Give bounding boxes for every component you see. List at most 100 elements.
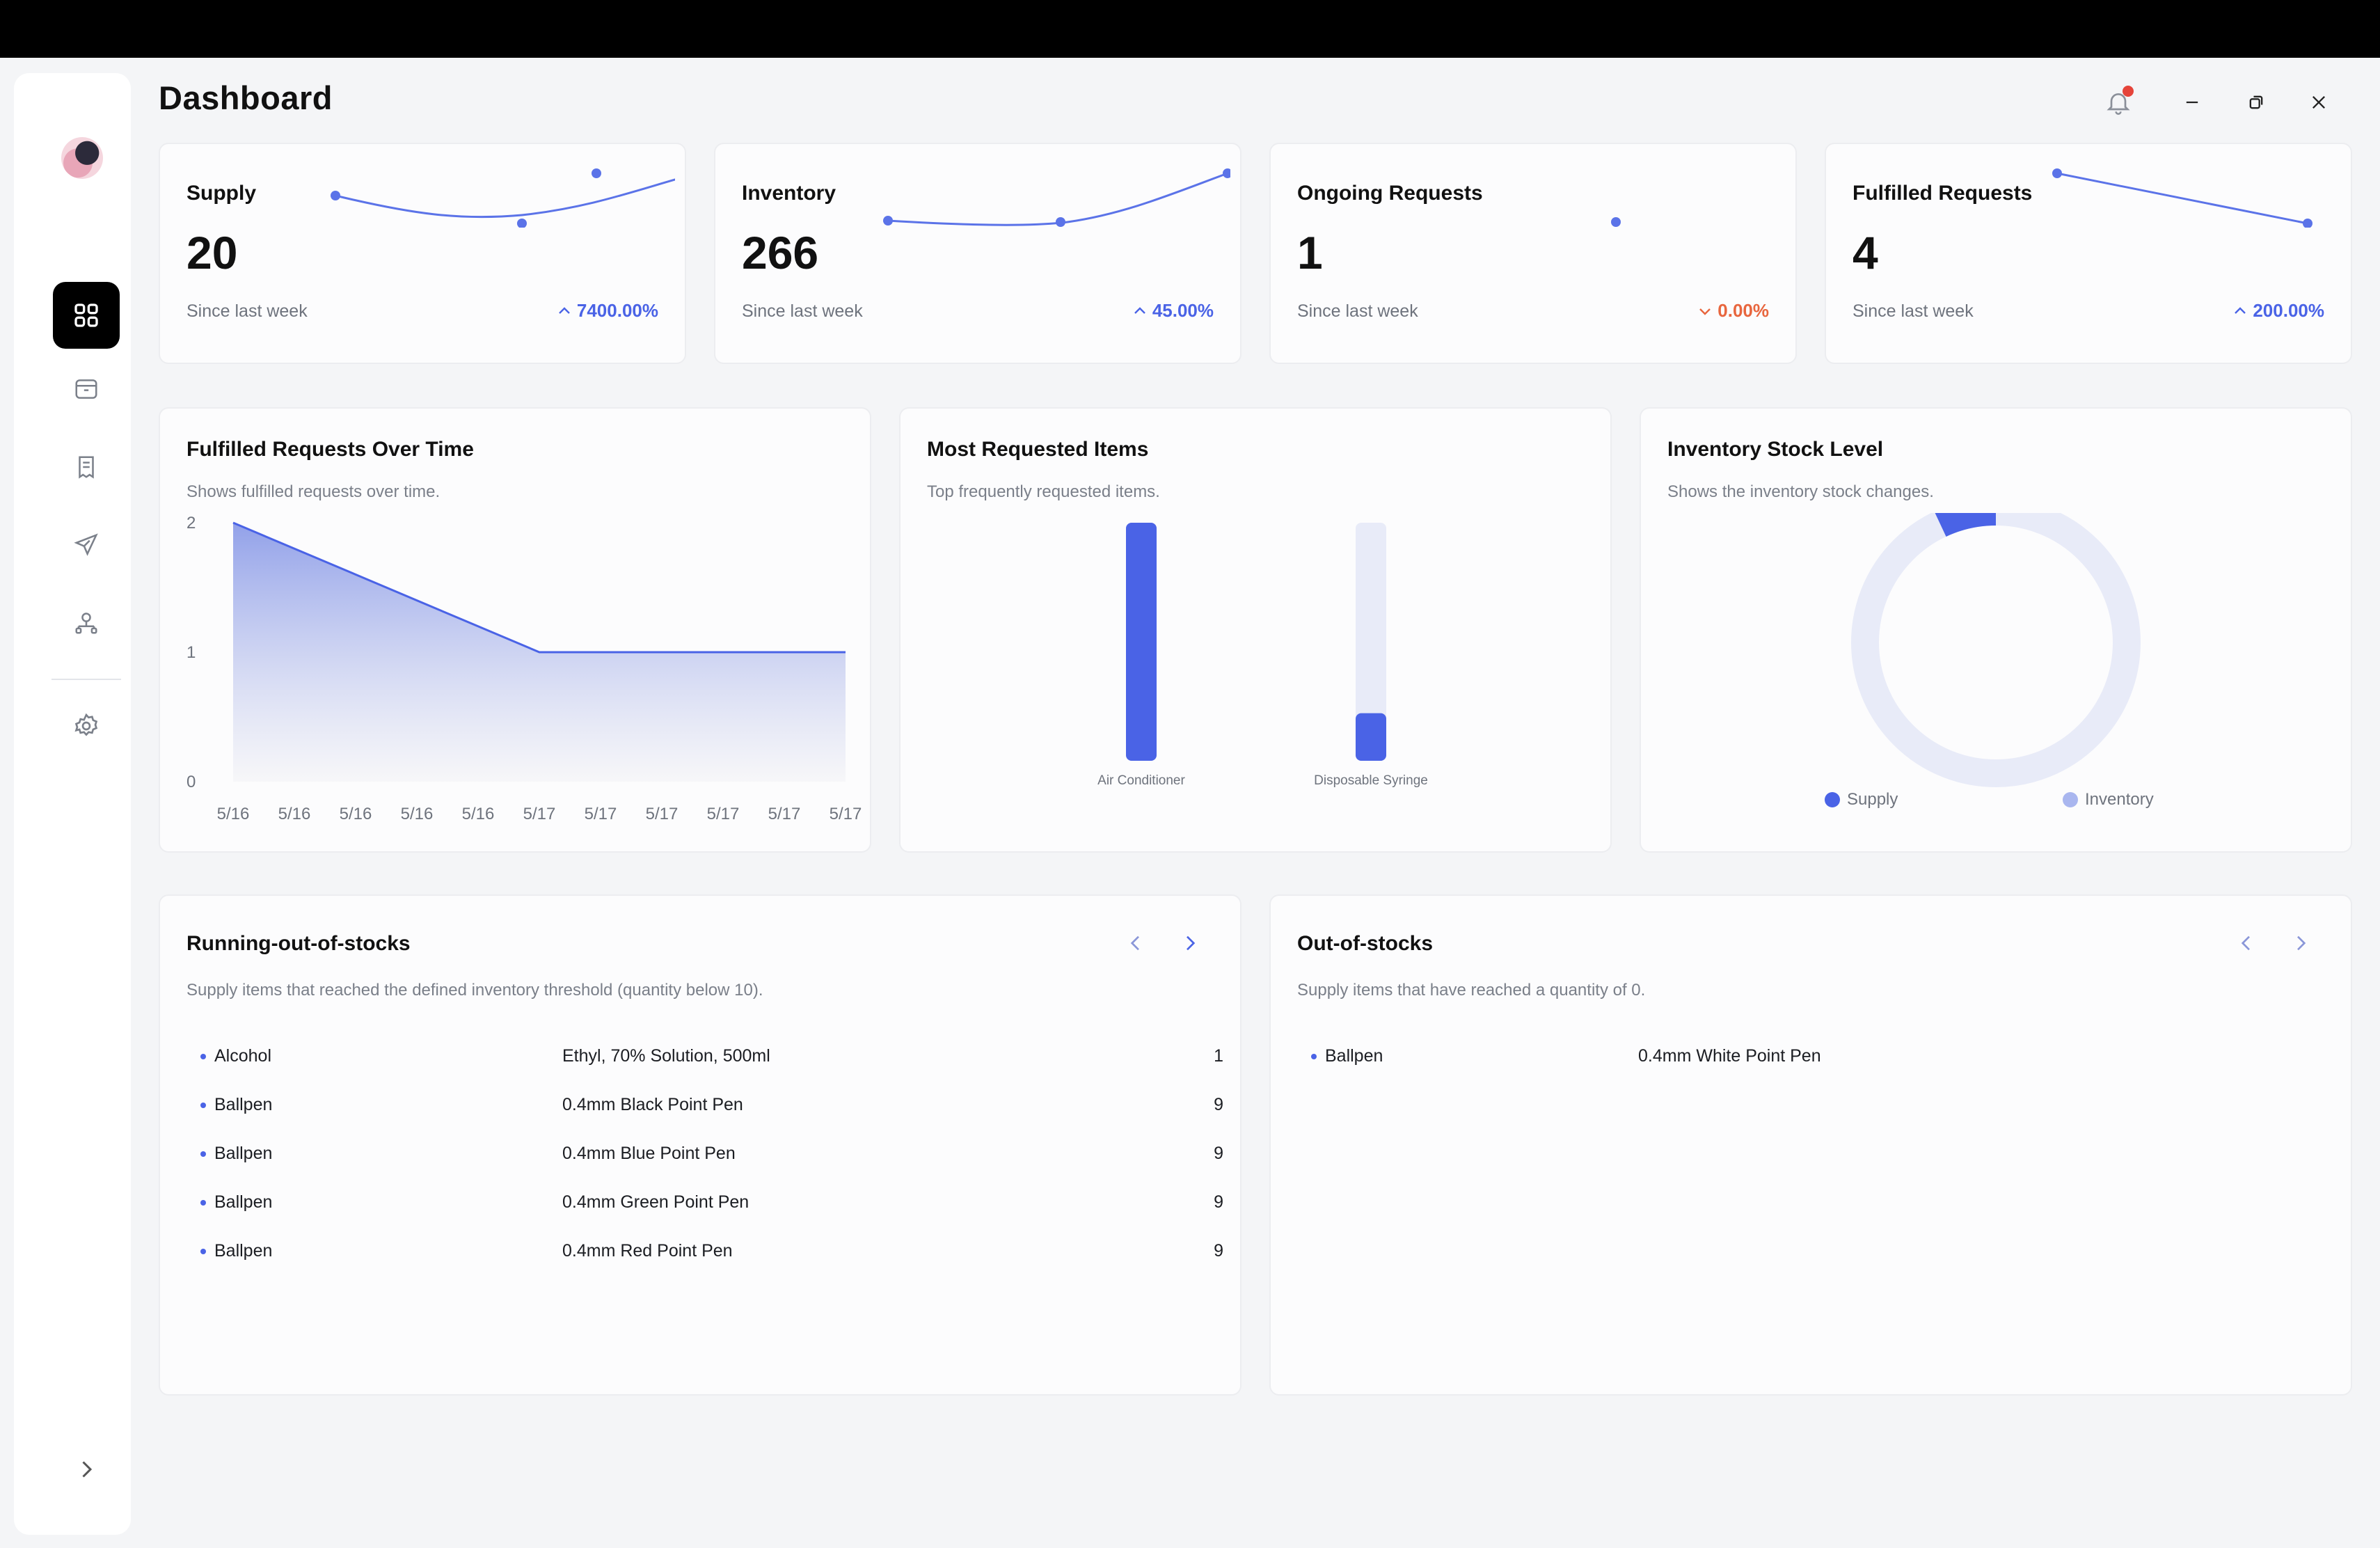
sidebar-item-settings[interactable] <box>53 693 120 759</box>
list-item: Ballpen 0.4mm White Point Pen <box>1311 1043 2334 1071</box>
bar-track <box>1356 523 1386 761</box>
app-window: Dashboard Supply 20 Since last week 7400… <box>0 58 2380 1548</box>
item-desc: Ethyl, 70% Solution, 500ml <box>562 1046 770 1066</box>
sparkline <box>1611 217 1621 227</box>
stat-card-inventory: Inventory 266 Since last week 45.00% <box>714 143 1241 364</box>
most-requested-panel: Most Requested Items Top frequently requ… <box>899 407 1612 853</box>
prev-page-button[interactable] <box>2226 922 2267 964</box>
item-qty: 1 <box>1214 1046 1223 1066</box>
bullet <box>200 1200 206 1206</box>
stat-since: Since last week <box>1853 301 1974 321</box>
donut-chart <box>1851 513 2141 787</box>
top-black-bar <box>0 0 2380 58</box>
sidebar-item-dashboard[interactable] <box>53 282 120 349</box>
panel-title: Fulfilled Requests Over Time <box>187 438 474 461</box>
stat-since: Since last week <box>742 301 863 321</box>
x-tick-label: 5/16 <box>340 805 372 823</box>
sparkline <box>2052 168 2312 228</box>
x-tick-label: 5/17 <box>523 805 556 823</box>
item-name: Alcohol <box>214 1046 271 1066</box>
x-tick-label: 5/16 <box>401 805 434 823</box>
bullet <box>200 1151 206 1157</box>
receipt-icon <box>79 456 94 479</box>
sidebar-expand-button[interactable] <box>53 1436 120 1503</box>
sidebar-item-users[interactable] <box>53 590 120 656</box>
bell-icon <box>2107 93 2130 115</box>
item-name: Ballpen <box>1325 1046 1383 1066</box>
bar-chart: Air Conditioner Disposable Syringe <box>1097 523 1428 788</box>
x-tick-label: 5/16 <box>462 805 495 823</box>
stat-change-value: 0.00% <box>1717 300 1769 321</box>
box-icon <box>75 379 97 399</box>
chevron-left-icon <box>2241 935 2250 951</box>
legend-swatch <box>1825 792 1840 807</box>
panel-subtitle: Supply items that have reached a quantit… <box>1297 981 1646 1000</box>
x-tick-label: 5/17 <box>768 805 801 823</box>
stock-level-panel: Inventory Stock Level Shows the inventor… <box>1640 407 2352 853</box>
sidebar-item-supplies[interactable] <box>53 356 120 422</box>
stat-card-ongoing-requests: Ongoing Requests 1 Since last week 0.00% <box>1269 143 1797 364</box>
legend-label: Inventory <box>2085 790 2154 809</box>
item-name: Ballpen <box>214 1095 273 1114</box>
x-tick-label: 5/16 <box>278 805 311 823</box>
chevron-left-icon <box>1130 935 1139 951</box>
sidebar-item-inventory[interactable] <box>53 434 120 500</box>
panel-title: Running-out-of-stocks <box>187 932 411 955</box>
close-icon <box>2312 96 2325 109</box>
gear-icon <box>74 713 98 736</box>
sidebar-divider <box>51 679 121 680</box>
stat-value: 1 <box>1297 227 1323 278</box>
stat-change: 7400.00% <box>556 300 658 322</box>
stat-title: Ongoing Requests <box>1297 182 1483 205</box>
chevron-up-icon <box>2235 306 2246 314</box>
chevron-right-icon <box>1187 935 1196 951</box>
notification-button[interactable] <box>2097 81 2139 123</box>
y-tick-label: 0 <box>187 773 196 791</box>
item-desc: 0.4mm Blue Point Pen <box>562 1144 736 1163</box>
x-tick-label: 5/17 <box>707 805 740 823</box>
minimize-button[interactable] <box>2171 81 2213 123</box>
sidebar <box>14 73 131 1535</box>
list-item: Alcohol Ethyl, 70% Solution, 500ml 1 <box>200 1043 1223 1071</box>
sparkline <box>883 168 1230 227</box>
fulfilled-over-time-panel: Fulfilled Requests Over Time Shows fulfi… <box>159 407 871 853</box>
stat-change-value: 200.00% <box>2253 300 2324 321</box>
chevron-up-icon <box>1134 306 1145 314</box>
stat-value: 4 <box>1853 227 1878 278</box>
item-desc: 0.4mm Black Point Pen <box>562 1095 743 1114</box>
donut-slice-supply <box>1935 513 1997 537</box>
prev-page-button[interactable] <box>1115 922 1157 964</box>
sidebar-item-requests[interactable] <box>53 512 120 578</box>
donut-slice-inventory <box>1851 513 2141 787</box>
legend-label: Supply <box>1847 790 1898 809</box>
item-qty: 9 <box>1214 1095 1223 1114</box>
next-page-button[interactable] <box>2280 922 2322 964</box>
y-tick-label: 1 <box>187 643 196 662</box>
bar <box>1356 713 1386 761</box>
close-button[interactable] <box>2298 81 2340 123</box>
running-out-panel: Running-out-of-stocks Supply items that … <box>159 894 1241 1396</box>
stat-change: 45.00% <box>1132 300 1214 322</box>
bar-label: Air Conditioner <box>1097 773 1185 788</box>
item-name: Ballpen <box>214 1144 273 1163</box>
avatar[interactable] <box>61 137 103 179</box>
list-item: Ballpen 0.4mm Red Point Pen 9 <box>200 1238 1223 1266</box>
item-desc: 0.4mm Red Point Pen <box>562 1241 733 1261</box>
item-qty: 9 <box>1214 1241 1223 1261</box>
stat-title: Supply <box>187 182 257 205</box>
panel-subtitle: Shows the inventory stock changes. <box>1667 482 1934 501</box>
legend-item-inventory: Inventory <box>2063 790 2154 809</box>
chevron-up-icon <box>559 306 570 314</box>
stat-value: 266 <box>742 227 819 278</box>
x-tick-label: 5/17 <box>585 805 617 823</box>
stat-change-value: 45.00% <box>1152 300 1214 321</box>
panel-subtitle: Supply items that reached the defined in… <box>187 981 763 1000</box>
item-desc: 0.4mm White Point Pen <box>1638 1046 1821 1066</box>
bar-label: Disposable Syringe <box>1314 773 1428 788</box>
next-page-button[interactable] <box>1169 922 1211 964</box>
stat-since: Since last week <box>1297 301 1418 321</box>
restore-button[interactable] <box>2235 81 2277 123</box>
legend-swatch <box>2063 792 2078 807</box>
panel-subtitle: Shows fulfilled requests over time. <box>187 482 441 501</box>
panel-title: Out-of-stocks <box>1297 932 1433 955</box>
